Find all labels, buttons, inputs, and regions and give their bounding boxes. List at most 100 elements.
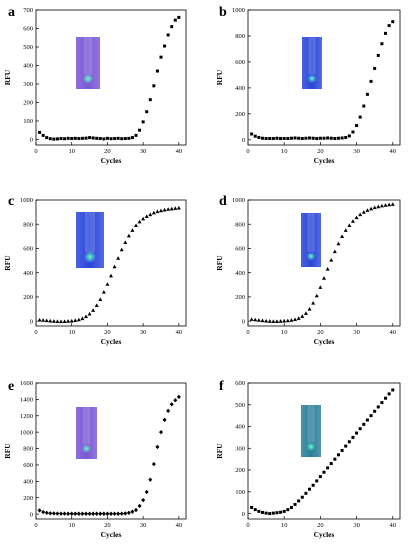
data-point — [66, 319, 71, 323]
data-point — [296, 316, 301, 320]
data-point — [333, 457, 337, 461]
data-point — [361, 210, 366, 214]
data-point — [73, 511, 78, 516]
data-point — [303, 311, 308, 315]
data-point — [69, 318, 74, 323]
data-point — [112, 264, 117, 269]
panel-e: e0 10 20 30 4002004006008001000120014001600C… — [3, 379, 187, 539]
plot-frame — [35, 9, 187, 146]
data-point — [260, 318, 265, 323]
data-point — [391, 20, 395, 24]
data-point — [253, 508, 257, 512]
data-point — [275, 136, 279, 140]
y-tick-label: 1000 — [232, 197, 245, 204]
data-point — [159, 208, 163, 213]
data-point — [173, 18, 177, 22]
data-point — [322, 276, 326, 280]
data-point — [144, 214, 149, 218]
data-point — [94, 303, 99, 308]
data-point — [162, 207, 167, 212]
data-point — [123, 240, 128, 245]
y-tick-label: 600 — [235, 246, 245, 253]
tube-highlight — [82, 407, 91, 445]
x-tick-label: 30 — [140, 329, 147, 336]
panel-letter: f — [219, 379, 224, 394]
data-point — [159, 55, 163, 59]
y-tick-label: 200 — [235, 111, 245, 118]
data-point — [116, 256, 121, 260]
data-point — [91, 511, 96, 516]
data-point — [166, 408, 171, 414]
data-point — [304, 136, 308, 140]
y-tick-label: 400 — [23, 270, 33, 277]
data-point — [285, 318, 290, 323]
data-point — [365, 418, 369, 422]
y-tick-label: 200 — [235, 467, 245, 474]
data-point — [340, 234, 345, 238]
y-tick-label: 800 — [235, 221, 245, 228]
panel-letter: a — [8, 5, 15, 20]
data-point — [134, 507, 138, 513]
y-axis-title: RFU — [3, 443, 12, 459]
data-point — [297, 136, 301, 140]
data-point — [387, 24, 391, 28]
x-tick-label: 20 — [104, 148, 111, 155]
data-point — [109, 137, 113, 141]
data-point — [351, 130, 355, 134]
data-point — [384, 31, 388, 35]
y-tick-label: 400 — [23, 479, 33, 486]
y-tick-label: 0 — [30, 318, 33, 325]
x-tick-label: 10 — [68, 148, 75, 155]
y-tick-label: 400 — [235, 270, 245, 277]
data-point — [253, 317, 258, 322]
data-point — [127, 136, 131, 140]
data-point — [380, 401, 384, 405]
x-tick-label: 10 — [68, 329, 75, 336]
x-axis-title: Cycles — [101, 156, 122, 165]
y-tick-label: 200 — [235, 294, 245, 301]
data-point — [318, 136, 322, 140]
data-point — [130, 136, 134, 140]
panel-letter: c — [8, 194, 14, 209]
tube-fluorescence-spot — [306, 442, 316, 451]
data-point — [163, 44, 167, 48]
data-point — [52, 137, 56, 141]
data-point — [289, 505, 293, 509]
data-point — [282, 137, 286, 141]
data-point — [264, 511, 268, 515]
data-point — [126, 510, 131, 516]
tube-photo-inset — [301, 213, 321, 267]
data-point — [326, 466, 330, 470]
data-point — [55, 511, 60, 516]
data-point — [80, 136, 84, 140]
y-tick-label: 1000 — [232, 7, 245, 14]
data-point — [151, 461, 156, 467]
y-tick-label: 800 — [23, 446, 33, 453]
x-tick-label: 30 — [353, 148, 360, 155]
tube-highlight — [84, 212, 96, 253]
data-point — [126, 233, 131, 238]
y-axis-title: RFU — [3, 69, 12, 85]
data-point — [326, 136, 330, 140]
y-tick-label: 0 — [242, 137, 245, 144]
tube-highlight — [308, 37, 316, 75]
y-tick-label: 700 — [23, 7, 33, 14]
data-point — [155, 444, 160, 450]
data-point — [336, 136, 340, 140]
data-point — [257, 509, 261, 513]
x-tick-label: 40 — [176, 148, 183, 155]
plot-frame — [247, 199, 401, 327]
data-point — [350, 219, 355, 223]
data-point — [329, 462, 333, 466]
y-tick-label: 500 — [235, 402, 245, 409]
data-point — [344, 444, 348, 448]
data-point — [282, 318, 287, 323]
panel-letter: e — [8, 379, 14, 394]
data-point — [268, 512, 272, 516]
data-point — [387, 202, 392, 207]
data-point — [173, 206, 178, 210]
data-point — [73, 136, 77, 140]
data-point — [166, 207, 171, 211]
data-point — [365, 208, 370, 212]
data-point — [63, 137, 67, 141]
